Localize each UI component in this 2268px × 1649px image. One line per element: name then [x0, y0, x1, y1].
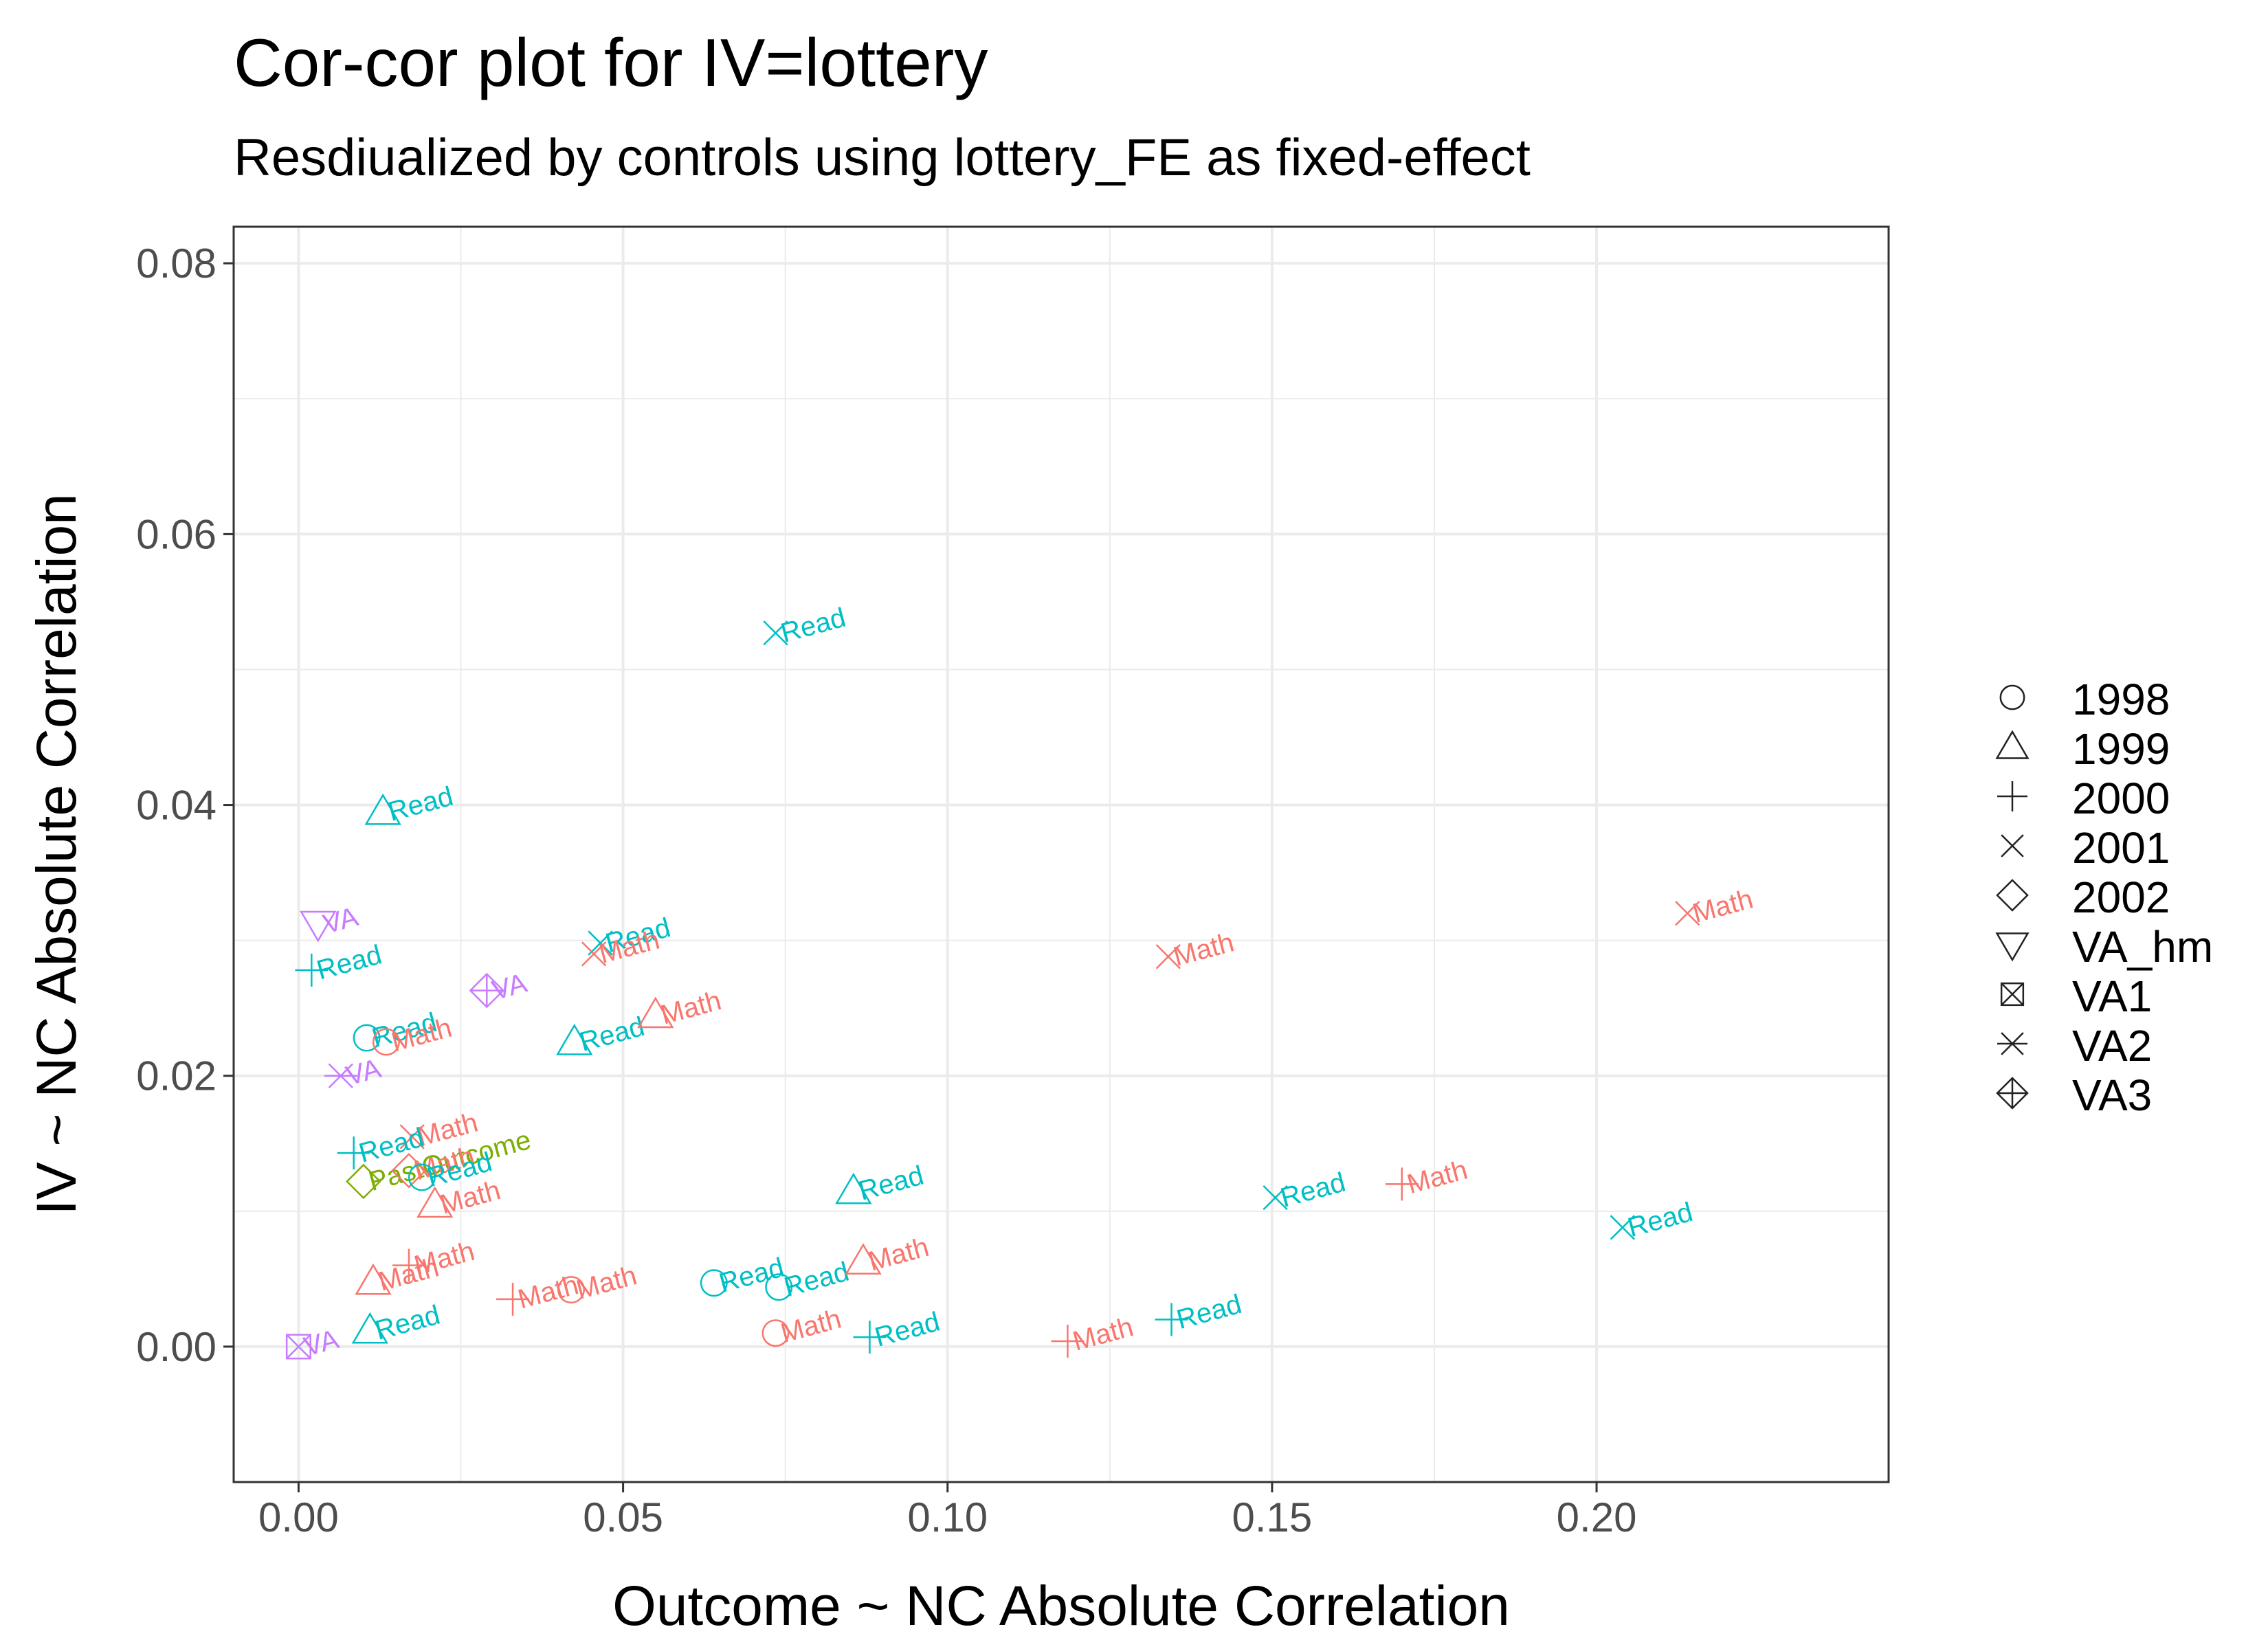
legend-key-triangle-down: [1995, 932, 2030, 962]
legend-label: 2001: [2072, 823, 2170, 873]
x-tick-label: 0.10: [907, 1494, 988, 1540]
data-point-plus: [1385, 1167, 1419, 1201]
point-label-read: Read: [385, 781, 456, 827]
point-label-read: Read: [1625, 1197, 1696, 1243]
grid: [234, 227, 1889, 1482]
x-axis-title: Outcome ~ NC Absolute Correlation: [612, 1575, 1510, 1637]
data-point-cross: [1263, 1185, 1288, 1211]
chart-subtitle: Resdiualized by controls using lottery_F…: [234, 128, 1531, 187]
data-point-plus: [853, 1321, 887, 1354]
data-point-cross: [399, 1124, 425, 1149]
y-axis-title: IV ~ NC Absolute Correlation: [25, 493, 88, 1215]
point-label-read: Read: [1173, 1289, 1245, 1335]
legend-key-plus: [1997, 781, 2027, 811]
legend-key-square-cross: [2000, 982, 2025, 1007]
data-point-diamond: [346, 1163, 381, 1200]
y-tick-label: 0.02: [136, 1053, 216, 1099]
point-label-read: Read: [716, 1253, 788, 1299]
point-label-va: VA: [320, 901, 362, 940]
legend-label: VA2: [2072, 1021, 2152, 1070]
point-label-read: Read: [313, 939, 385, 985]
data-point-triangle-up: [351, 1312, 388, 1344]
axes: 0.00 0.05 0.10 0.15 0.20 0.00 0.02 0.04 0.06 0.08: [136, 240, 1636, 1540]
legend-label: VA1: [2072, 972, 2152, 1021]
legend-key-triangle-up: [1995, 730, 2030, 759]
legend-label: VA3: [2072, 1070, 2152, 1120]
data-point-square-cross: [285, 1334, 311, 1360]
data-point-circle: [761, 1319, 790, 1347]
data-point-triangle-down: [300, 910, 337, 943]
data-point-cross: [1610, 1215, 1635, 1240]
data-point-plus: [1051, 1325, 1085, 1358]
data-point-cross: [1155, 944, 1181, 969]
data-point-asterisk: [324, 1063, 357, 1088]
point-label-math: Math: [1069, 1312, 1136, 1357]
data-point-circle: [372, 1028, 400, 1056]
data-point-circle: [700, 1269, 728, 1297]
data-point-triangle-up: [835, 1172, 872, 1204]
y-tick-label: 0.08: [136, 240, 216, 287]
point-label-math: Math: [375, 1252, 442, 1297]
data-point-triangle-up: [364, 793, 401, 825]
legend-label: 2002: [2072, 873, 2170, 922]
legend-label: 1999: [2072, 724, 2170, 774]
x-tick-label: 0.00: [258, 1494, 339, 1540]
plot-panel-border: [232, 225, 1890, 1483]
legend-label: 1998: [2072, 675, 2170, 724]
data-point-cross: [581, 941, 607, 967]
x-tick-label: 0.05: [583, 1494, 663, 1540]
data-point-circle: [765, 1273, 793, 1301]
data-point-circle: [408, 1163, 436, 1191]
data-point-plus: [1155, 1303, 1188, 1336]
x-tick-label: 0.15: [1232, 1494, 1313, 1540]
point-label-math: Math: [573, 1260, 640, 1305]
point-label-math: Math: [1170, 927, 1237, 972]
point-label-read: Read: [781, 1257, 852, 1303]
data-point-plus: [392, 1248, 425, 1282]
data-point-cross: [763, 620, 788, 646]
data-point-plus: [496, 1282, 530, 1316]
point-label-read: Read: [577, 1011, 648, 1057]
point-label-va: VA: [343, 1053, 384, 1092]
point-label-va: VA: [300, 1324, 342, 1362]
legend-label: 2000: [2072, 774, 2170, 823]
chart-title: Cor-cor plot for IV=lottery: [234, 25, 988, 100]
point-label-read: Read: [372, 1300, 443, 1346]
y-tick-label: 0.04: [136, 783, 216, 829]
point-label-math: Math: [1689, 884, 1756, 929]
data-point-triangle-up: [845, 1243, 882, 1275]
point-label-read: Read: [777, 603, 849, 649]
legend-key-cross: [2001, 834, 2024, 857]
data-point-diamond-plus: [469, 972, 505, 1009]
data-point-plus: [337, 1136, 370, 1170]
data-point-plus: [295, 954, 329, 987]
data-point-cross: [588, 930, 613, 956]
point-label-read: Read: [1278, 1167, 1349, 1213]
data-point-triangle-up: [416, 1186, 454, 1218]
point-label-math: Math: [1404, 1155, 1471, 1200]
y-tick-label: 0.06: [136, 511, 216, 557]
point-label-math: Math: [777, 1303, 844, 1349]
point-label-read: Read: [856, 1160, 927, 1207]
data-point-circle: [557, 1276, 586, 1304]
data-point-triangle-up: [355, 1263, 392, 1295]
legend-label: VA_hm: [2072, 922, 2213, 972]
point-label-va: VA: [489, 968, 530, 1007]
data-point-triangle-up: [556, 1023, 593, 1055]
legend-key-diamond: [1996, 879, 2029, 912]
y-tick-label: 0.00: [136, 1324, 216, 1370]
legend-key-asterisk: [1997, 1032, 2027, 1055]
data-point-cross: [1675, 901, 1700, 926]
x-tick-label: 0.20: [1557, 1494, 1637, 1540]
legend-key-circle: [1999, 684, 2025, 710]
point-label-math: Math: [865, 1232, 932, 1277]
data-point-triangle-up: [637, 996, 674, 1029]
point-label-math: Math: [658, 985, 724, 1031]
data-point-circle: [353, 1024, 381, 1052]
legend-key-diamond-plus: [1996, 1077, 2029, 1110]
